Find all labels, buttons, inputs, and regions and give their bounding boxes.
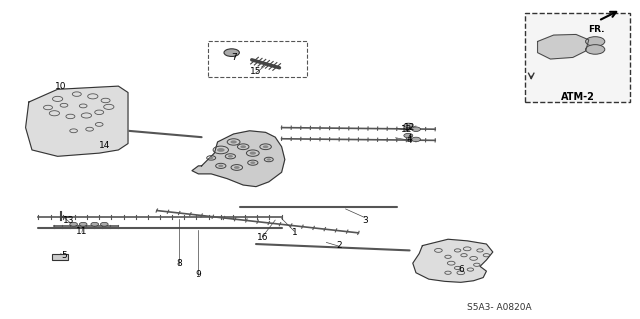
Text: 3: 3 xyxy=(362,216,367,225)
Text: 2: 2 xyxy=(337,241,342,250)
Text: 5: 5 xyxy=(61,251,67,260)
Circle shape xyxy=(91,222,99,226)
Circle shape xyxy=(404,123,413,128)
Circle shape xyxy=(218,165,223,167)
Text: S5A3- A0820A: S5A3- A0820A xyxy=(467,303,531,312)
Circle shape xyxy=(241,145,246,148)
Circle shape xyxy=(267,159,271,161)
Circle shape xyxy=(250,161,255,164)
Text: 7: 7 xyxy=(231,53,236,62)
Circle shape xyxy=(224,49,239,56)
Circle shape xyxy=(79,222,87,226)
Text: 13: 13 xyxy=(63,216,75,225)
Circle shape xyxy=(404,133,413,138)
Text: 11: 11 xyxy=(76,227,88,236)
Circle shape xyxy=(70,222,77,226)
Text: 4: 4 xyxy=(407,134,412,143)
Text: 6: 6 xyxy=(458,265,463,274)
Circle shape xyxy=(262,145,269,148)
Circle shape xyxy=(217,148,225,152)
Circle shape xyxy=(230,140,237,144)
Polygon shape xyxy=(26,86,128,156)
Circle shape xyxy=(586,37,605,46)
Polygon shape xyxy=(538,34,589,59)
Bar xyxy=(52,254,68,260)
Circle shape xyxy=(234,166,240,169)
Text: 4: 4 xyxy=(407,136,412,145)
Text: 12: 12 xyxy=(401,125,412,134)
Circle shape xyxy=(100,222,108,226)
Text: ATM-2: ATM-2 xyxy=(561,92,595,102)
Polygon shape xyxy=(192,131,285,187)
Circle shape xyxy=(209,157,214,159)
Circle shape xyxy=(412,137,420,142)
Circle shape xyxy=(228,155,233,158)
Text: 14: 14 xyxy=(99,141,110,150)
Polygon shape xyxy=(413,239,493,282)
Bar xyxy=(525,13,630,102)
Text: FR.: FR. xyxy=(588,25,605,34)
Text: 16: 16 xyxy=(257,233,268,242)
Text: 8: 8 xyxy=(177,259,182,268)
Text: 15: 15 xyxy=(250,67,262,76)
Circle shape xyxy=(250,152,256,155)
Circle shape xyxy=(412,127,420,131)
Text: 9: 9 xyxy=(196,270,201,279)
Bar xyxy=(208,41,307,77)
Text: 1: 1 xyxy=(292,228,297,237)
Text: 12: 12 xyxy=(404,123,415,132)
Circle shape xyxy=(586,45,605,54)
Text: 10: 10 xyxy=(55,82,67,91)
